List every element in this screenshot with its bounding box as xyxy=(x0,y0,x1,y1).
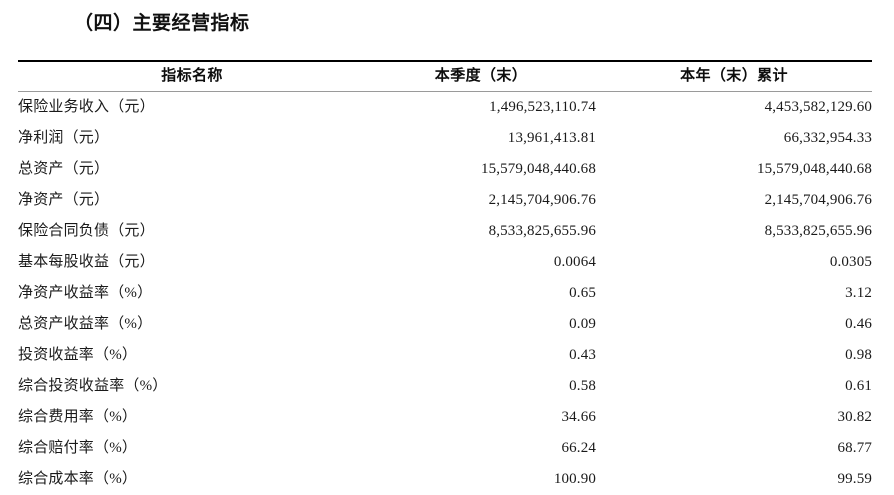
cell-year-value: 66,332,954.33 xyxy=(596,123,872,154)
column-header-quarter: 本季度（末） xyxy=(366,61,596,92)
cell-metric-name: 净利润（元） xyxy=(18,123,366,154)
cell-year-value: 4,453,582,129.60 xyxy=(596,92,872,124)
cell-year-value: 0.46 xyxy=(596,309,872,340)
cell-metric-name: 综合投资收益率（%） xyxy=(18,371,366,402)
cell-quarter-value: 34.66 xyxy=(366,402,596,433)
cell-year-value: 68.77 xyxy=(596,433,872,464)
cell-quarter-value: 0.09 xyxy=(366,309,596,340)
cell-quarter-value: 0.43 xyxy=(366,340,596,371)
cell-year-value: 0.61 xyxy=(596,371,872,402)
cell-quarter-value: 0.58 xyxy=(366,371,596,402)
cell-quarter-value: 8,533,825,655.96 xyxy=(366,216,596,247)
metrics-table-container: 指标名称 本季度（末） 本年（末）累计 保险业务收入（元）1,496,523,1… xyxy=(18,60,872,495)
cell-metric-name: 投资收益率（%） xyxy=(18,340,366,371)
cell-year-value: 2,145,704,906.76 xyxy=(596,185,872,216)
cell-metric-name: 总资产（元） xyxy=(18,154,366,185)
cell-year-value: 0.0305 xyxy=(596,247,872,278)
cell-year-value: 3.12 xyxy=(596,278,872,309)
table-header-row: 指标名称 本季度（末） 本年（末）累计 xyxy=(18,61,872,92)
column-header-metric-name: 指标名称 xyxy=(18,61,366,92)
cell-metric-name: 综合费用率（%） xyxy=(18,402,366,433)
cell-metric-name: 保险合同负债（元） xyxy=(18,216,366,247)
cell-year-value: 0.98 xyxy=(596,340,872,371)
cell-metric-name: 净资产（元） xyxy=(18,185,366,216)
cell-quarter-value: 2,145,704,906.76 xyxy=(366,185,596,216)
metrics-table: 指标名称 本季度（末） 本年（末）累计 保险业务收入（元）1,496,523,1… xyxy=(18,60,872,495)
cell-year-value: 8,533,825,655.96 xyxy=(596,216,872,247)
cell-quarter-value: 100.90 xyxy=(366,464,596,495)
table-header: 指标名称 本季度（末） 本年（末）累计 xyxy=(18,61,872,92)
cell-quarter-value: 15,579,048,440.68 xyxy=(366,154,596,185)
cell-year-value: 15,579,048,440.68 xyxy=(596,154,872,185)
cell-quarter-value: 66.24 xyxy=(366,433,596,464)
cell-metric-name: 保险业务收入（元） xyxy=(18,92,366,124)
cell-quarter-value: 1,496,523,110.74 xyxy=(366,92,596,124)
page-title: （四）主要经营指标 xyxy=(74,11,250,37)
cell-metric-name: 净资产收益率（%） xyxy=(18,278,366,309)
cell-metric-name: 综合成本率（%） xyxy=(18,464,366,495)
cell-metric-name: 总资产收益率（%） xyxy=(18,309,366,340)
cell-year-value: 99.59 xyxy=(596,464,872,495)
cell-quarter-value: 13,961,413.81 xyxy=(366,123,596,154)
cell-metric-name: 基本每股收益（元） xyxy=(18,247,366,278)
cell-quarter-value: 0.0064 xyxy=(366,247,596,278)
cell-quarter-value: 0.65 xyxy=(366,278,596,309)
column-header-year: 本年（末）累计 xyxy=(596,61,872,92)
cell-year-value: 30.82 xyxy=(596,402,872,433)
cell-metric-name: 综合赔付率（%） xyxy=(18,433,366,464)
